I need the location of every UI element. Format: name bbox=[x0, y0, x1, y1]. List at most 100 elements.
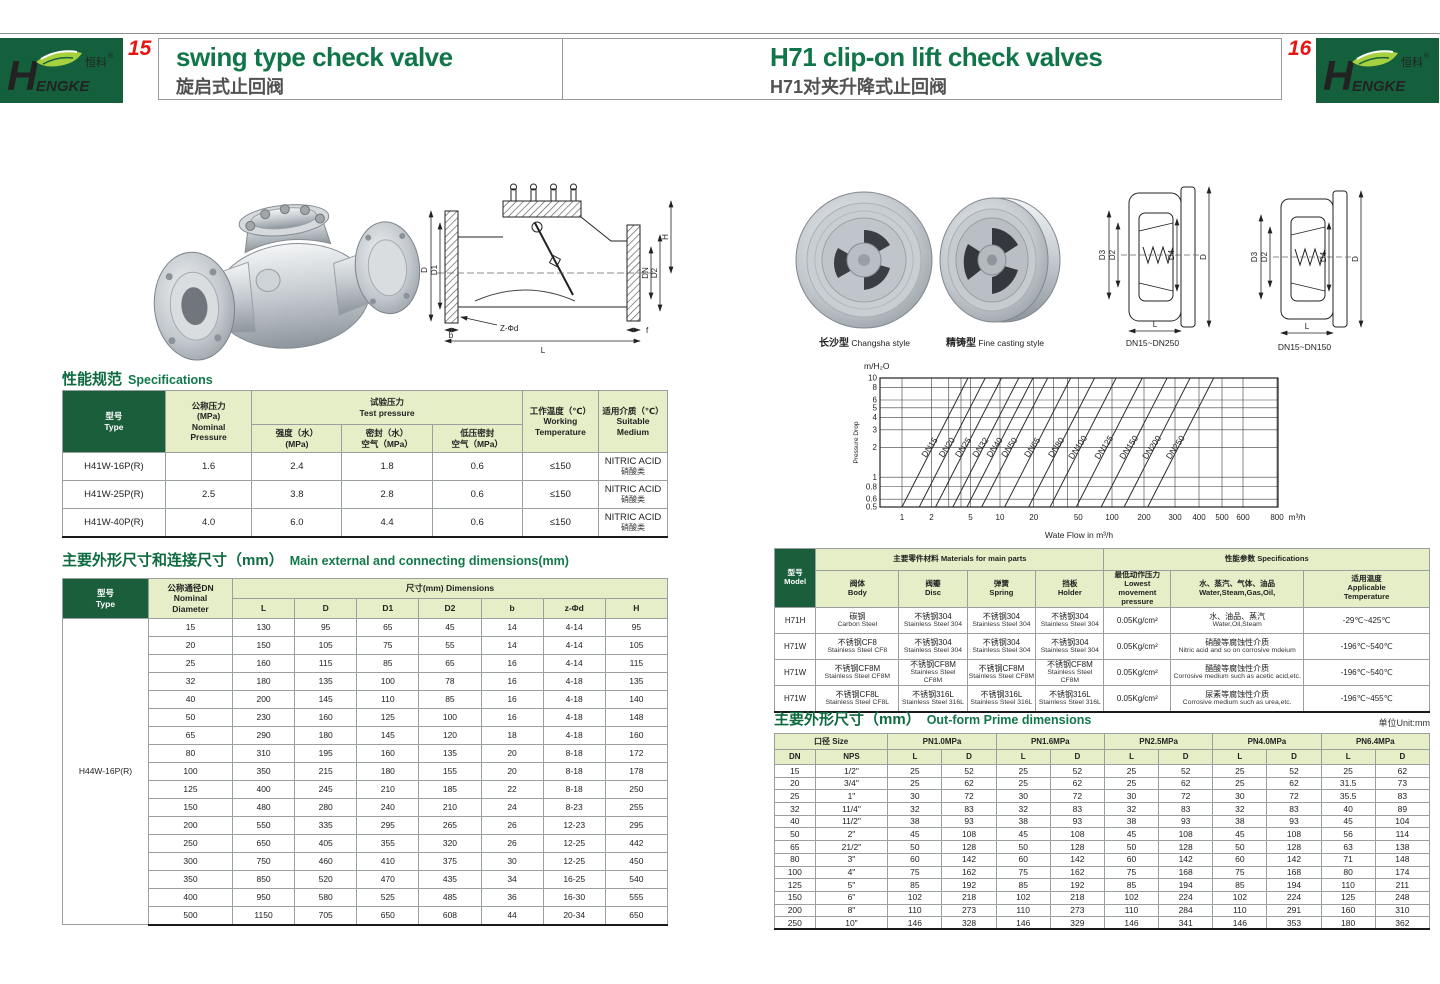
header-cell: 阀体 Body bbox=[815, 570, 900, 608]
y-tick-label: 0.6 bbox=[866, 495, 878, 504]
data-cell: 128 bbox=[1158, 840, 1214, 854]
table-row: 65 21/2" 50 128 50 128 50 128 50 128 63 138 bbox=[774, 840, 1431, 854]
data-cell: 200 bbox=[147, 816, 234, 835]
data-cell: 115 bbox=[604, 654, 669, 673]
header-cell: 公称压力 (MPa) Nominal Pressure bbox=[164, 390, 253, 453]
data-cell: 650 bbox=[231, 834, 296, 853]
data-cell: 16 bbox=[480, 654, 544, 673]
header-row: 型号 Model 主要零件材料 Materials for main parts 性能… bbox=[773, 548, 1430, 608]
data-cell: 30 bbox=[1103, 789, 1160, 804]
data-cell: 218 bbox=[1049, 890, 1105, 905]
header-cell: 型号 Type bbox=[62, 578, 149, 619]
table-row: 400 950 580 525 485 36 16-30 555 bbox=[63, 888, 669, 907]
data-cell: 210 bbox=[418, 798, 482, 817]
data-cell: 102 bbox=[995, 890, 1051, 905]
data-cell: 450 bbox=[604, 852, 669, 871]
data-cell: 125 bbox=[1320, 890, 1376, 905]
table-row: H71W 不锈钢CF8 Stainless Steel CF8 不锈钢304 Stain… bbox=[773, 632, 1430, 660]
data-cell: 104 bbox=[1374, 814, 1431, 829]
data-cell: 4.0 bbox=[164, 508, 253, 538]
data-cell: 20 bbox=[480, 744, 544, 763]
data-cell: 150 bbox=[147, 798, 234, 817]
data-cell: 16 bbox=[480, 690, 544, 709]
data-cell: 24 bbox=[480, 798, 544, 817]
data-cell: 30 bbox=[1212, 789, 1268, 804]
data-cell: 335 bbox=[294, 816, 358, 835]
photo2-caption-zh: 精铸型 bbox=[945, 338, 976, 349]
data-cell: 52 bbox=[1158, 764, 1214, 778]
data-cell: 146 bbox=[1212, 916, 1268, 931]
data-cell: 192 bbox=[1049, 878, 1105, 892]
data-cell: 8-23 bbox=[542, 798, 606, 817]
data-cell: 100 bbox=[418, 708, 482, 727]
logo-reg: ® bbox=[108, 52, 114, 60]
data-cell: 32 bbox=[1103, 802, 1160, 816]
spec-heading-zh: 性能规范 bbox=[62, 371, 123, 388]
data-cell: 525 bbox=[356, 888, 420, 907]
outform-section-heading: 主要外形尺寸（mm） Out-form Prime dimensions bbox=[774, 708, 1091, 729]
y-tick-label: 3 bbox=[873, 425, 878, 434]
header-cell: D bbox=[1266, 749, 1322, 765]
data-cell: 32 bbox=[147, 672, 234, 691]
table-row: 125 5" 85 192 85 192 85 194 85 194 110 211 bbox=[774, 878, 1431, 892]
data-cell: 3/4" bbox=[814, 776, 889, 791]
data-cell: H41W-40P(R) bbox=[62, 508, 166, 538]
dim-label: L bbox=[1305, 322, 1310, 331]
table-row: 125 400 245 210 185 22 8-18 250 bbox=[63, 780, 669, 799]
data-cell: 1" bbox=[814, 789, 889, 804]
header-row: 口径 Size PN1.0MPa PN1.6MPa PN2.5MPa PN4.0MPa P… bbox=[773, 733, 1431, 750]
data-cell: 26 bbox=[480, 816, 544, 835]
data-cell: 155 bbox=[418, 762, 482, 781]
data-cell: 36 bbox=[480, 888, 544, 907]
data-cell: 56 bbox=[1320, 827, 1376, 842]
title-band bbox=[158, 38, 1282, 100]
data-cell: 40 bbox=[1320, 802, 1376, 816]
data-cell: 醋酸等腐蚀性介质 Corrosive medium such as acetic … bbox=[1170, 658, 1305, 687]
data-cell: 110 bbox=[1212, 903, 1268, 918]
header-cell: L bbox=[231, 598, 296, 619]
data-cell: 108 bbox=[1049, 827, 1105, 842]
header-cell: L bbox=[887, 749, 943, 765]
data-cell: 295 bbox=[604, 816, 669, 835]
plot-border bbox=[879, 377, 1279, 508]
data-cell: 2" bbox=[814, 827, 889, 842]
data-cell: 1.8 bbox=[341, 452, 433, 481]
data-cell: 20 bbox=[480, 762, 544, 781]
data-cell: 不锈钢CF8M Stainless Steel CF8M bbox=[1035, 658, 1105, 687]
data-cell: 25 bbox=[887, 776, 943, 791]
table-row: 15 1/2" 25 52 25 52 25 52 25 52 25 62 bbox=[774, 764, 1431, 778]
header-cell: L bbox=[1320, 749, 1376, 765]
data-cell: 0.05Kg/cm² bbox=[1103, 632, 1172, 660]
data-cell: 4.4 bbox=[341, 508, 433, 538]
table-row: 250 650 405 355 320 26 12-25 442 bbox=[63, 834, 669, 853]
data-cell: 75 bbox=[995, 865, 1051, 880]
data-cell: 44 bbox=[480, 906, 544, 926]
data-cell: 100 bbox=[774, 865, 816, 880]
wafer-valve-photo-fine-casting bbox=[939, 197, 1061, 323]
data-cell: 38 bbox=[1103, 814, 1160, 829]
data-cell: 不锈钢304 Stainless Steel 304 bbox=[898, 606, 968, 634]
data-cell: 32 bbox=[774, 802, 816, 816]
logo-rest: ENGKE bbox=[1352, 78, 1406, 95]
data-cell: 31.5 bbox=[1320, 776, 1376, 791]
data-cell: 2.8 bbox=[341, 480, 433, 509]
data-cell: 146 bbox=[887, 916, 943, 931]
data-cell: 不锈钢304 Stainless Steel 304 bbox=[966, 606, 1037, 634]
header-cell: z-Φd bbox=[542, 598, 606, 619]
data-cell: 8-18 bbox=[542, 744, 606, 763]
header-cell: D1 bbox=[356, 598, 420, 619]
dims-section-heading: 主要外形尺寸和连接尺寸（mm） Main external and connect… bbox=[62, 549, 569, 570]
data-cell: 80 bbox=[774, 852, 816, 867]
data-cell: 650 bbox=[604, 906, 669, 926]
data-cell: 15 bbox=[147, 618, 234, 637]
data-cell: 130 bbox=[231, 618, 296, 637]
data-cell: 0.05Kg/cm² bbox=[1103, 685, 1172, 713]
data-cell: 25 bbox=[1320, 764, 1376, 778]
data-cell: 350 bbox=[147, 870, 234, 889]
data-cell: 85 bbox=[418, 690, 482, 709]
data-cell: 80 bbox=[147, 744, 234, 763]
table-row: H44W-16P(R) 15 130 95 65 45 14 4-14 95 bbox=[62, 618, 669, 925]
data-cell: 120 bbox=[418, 726, 482, 745]
y-tick-label: 10 bbox=[868, 374, 877, 383]
data-cell: 72 bbox=[1158, 789, 1214, 804]
